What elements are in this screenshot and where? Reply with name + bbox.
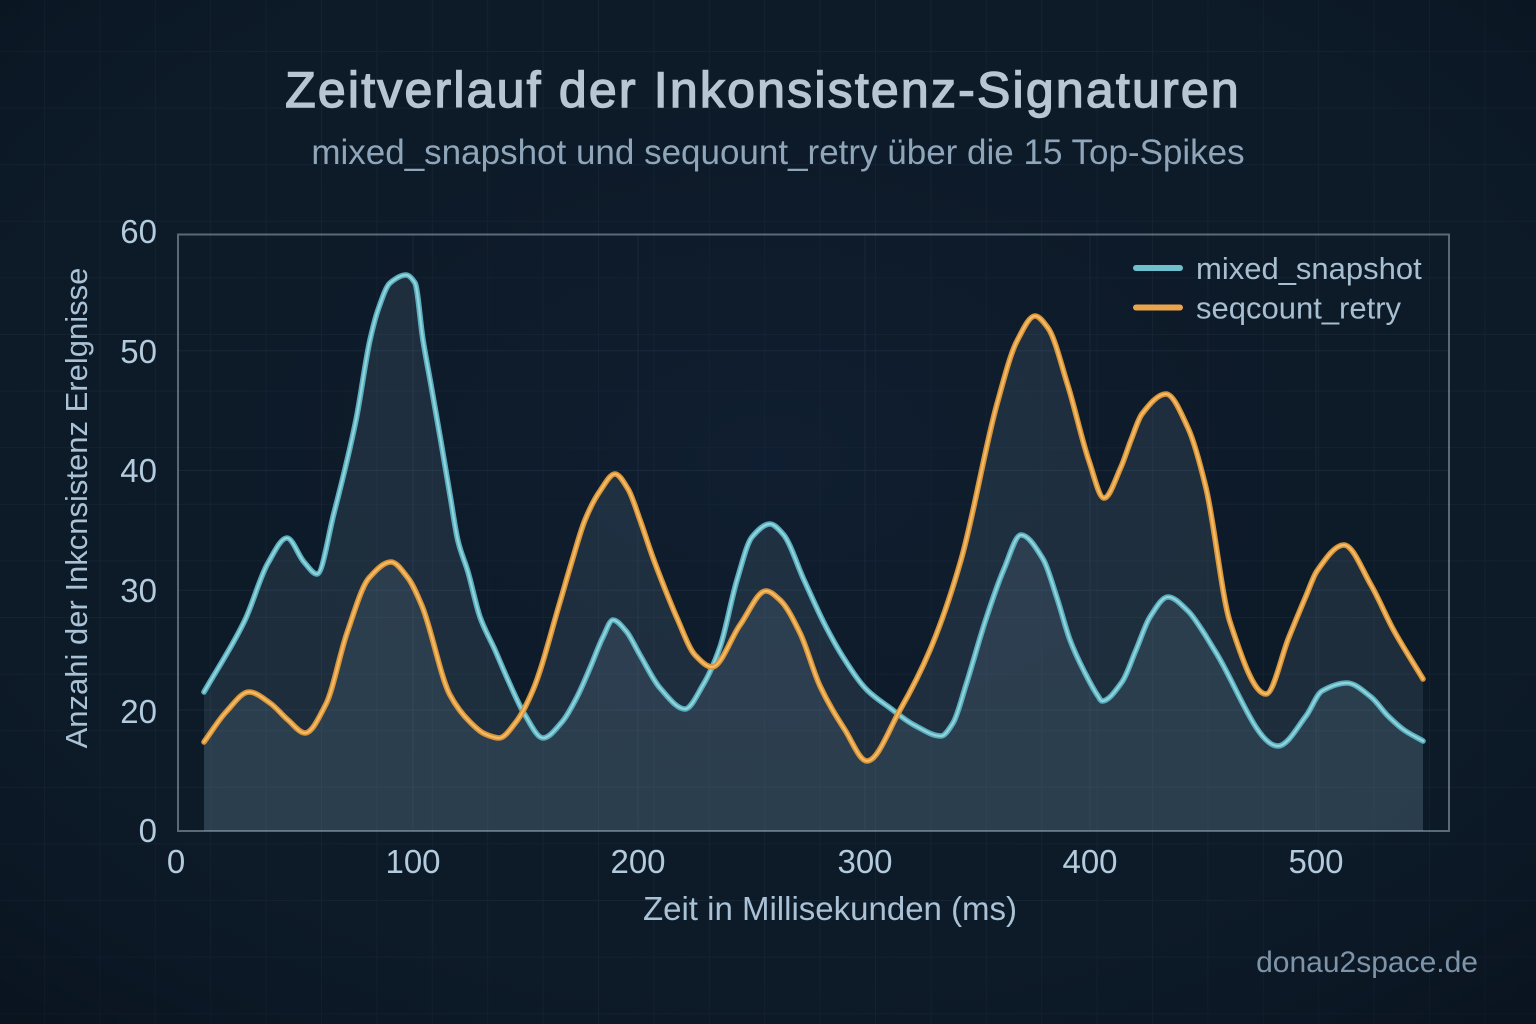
svg-text:300: 300 (837, 843, 892, 880)
svg-text:40: 40 (120, 452, 157, 489)
svg-text:Anzahi der Inkcnsistenz Erelgn: Anzahi der Inkcnsistenz Erelgnisse (59, 268, 94, 749)
svg-text:seqcount_retry: seqcount_retry (1196, 291, 1402, 326)
svg-text:20: 20 (120, 693, 157, 730)
svg-text:30: 30 (120, 572, 157, 609)
svg-text:500: 500 (1288, 843, 1343, 880)
svg-text:mixed_snapshot: mixed_snapshot (1196, 251, 1422, 286)
svg-text:Zeit in Millisekunden (ms): Zeit in Millisekunden (ms) (643, 890, 1017, 927)
svg-text:0: 0 (167, 843, 185, 880)
svg-text:100: 100 (385, 843, 440, 880)
svg-text:donau2space.de: donau2space.de (1256, 946, 1478, 979)
svg-text:mixed_snapshot und sequount_re: mixed_snapshot und sequount_retry über d… (311, 133, 1244, 172)
svg-text:60: 60 (120, 213, 157, 250)
svg-text:0: 0 (139, 812, 157, 849)
svg-text:Zeitverlauf der Inkonsistenz-S: Zeitverlauf der Inkonsistenz-Signaturen (285, 62, 1241, 118)
svg-text:50: 50 (120, 333, 157, 370)
svg-text:400: 400 (1062, 843, 1117, 880)
svg-text:200: 200 (610, 843, 665, 880)
